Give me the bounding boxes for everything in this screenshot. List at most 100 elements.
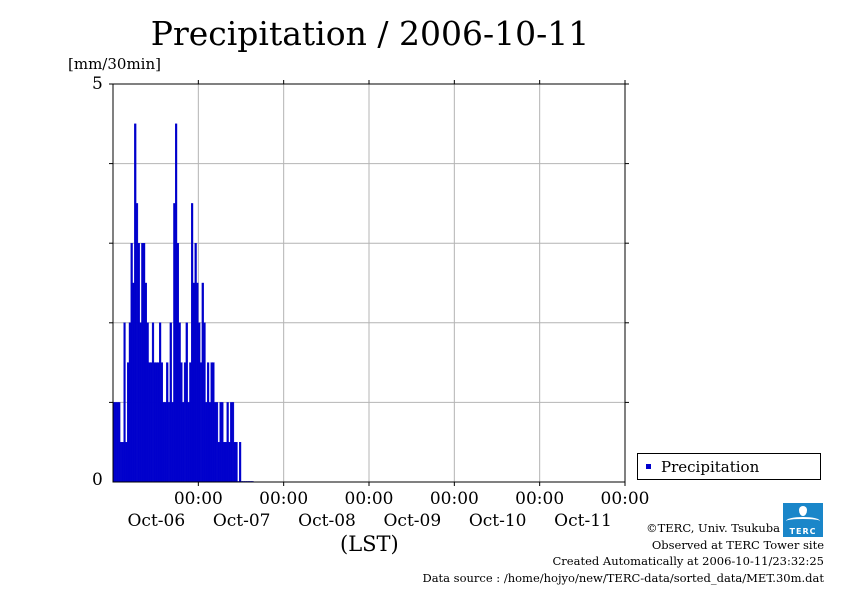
x-axis-title: (LST) <box>340 532 399 556</box>
precipitation-bar-64 <box>226 402 229 483</box>
precipitation-bar-10 <box>130 242 133 483</box>
precipitation-bar-21 <box>150 362 153 483</box>
x-tick-time-label-0: 00:00 <box>173 489 223 509</box>
precipitation-bars <box>112 123 254 483</box>
precipitation-bar-69 <box>235 442 238 483</box>
y-tick-zero: 0 <box>92 470 103 490</box>
x-tick-time-label-2: 00:00 <box>344 489 394 509</box>
x-tick-date-label-3: Oct-09 <box>383 511 442 531</box>
precipitation-bar-43 <box>189 362 192 483</box>
water-drop-icon <box>799 506 807 516</box>
precipitation-bar-41 <box>185 322 188 483</box>
precipitation-bar-23 <box>153 362 156 483</box>
credits-block: ©TERC, Univ. Tsukuba Observed at TERC To… <box>422 520 824 586</box>
precipitation-bar-8 <box>127 362 130 483</box>
precipitation-bar-53 <box>207 362 210 483</box>
created-text: Created Automatically at 2006-10-11/23:3… <box>552 554 825 568</box>
precipitation-bar-18 <box>144 282 147 483</box>
chart-legend: Precipitation <box>637 453 821 480</box>
precipitation-bar-55 <box>210 362 213 483</box>
precipitation-bar-38 <box>180 362 183 483</box>
precipitation-bar-66 <box>230 402 233 483</box>
x-tick-time-label-4: 00:00 <box>515 489 565 509</box>
logo-wordmark: TERC <box>789 527 817 536</box>
legend-marker-precipitation <box>646 464 651 469</box>
precipitation-bar-22 <box>151 322 155 483</box>
x-tick-time-label-1: 00:00 <box>259 489 309 509</box>
precipitation-bar-5 <box>121 442 124 483</box>
x-tick-time-label-5: 00:00 <box>600 489 650 509</box>
y-axis-unit-label: [mm/30min] <box>68 55 161 73</box>
precipitation-bar-2 <box>116 402 119 483</box>
terc-logo: TERC <box>783 503 823 537</box>
precipitation-bar-51 <box>203 322 206 483</box>
precipitation-bar-24 <box>155 362 158 483</box>
precipitation-bar-45 <box>192 282 195 483</box>
precipitation-bar-37 <box>178 322 181 483</box>
precipitation-bar-17 <box>143 242 146 483</box>
precipitation-bar-50 <box>201 282 204 483</box>
axis-ticks <box>109 80 629 486</box>
precipitation-bar-35 <box>175 123 178 483</box>
precipitation-bar-6 <box>123 322 126 483</box>
precipitation-bar-44 <box>191 203 194 483</box>
precipitation-bar-39 <box>182 402 185 483</box>
copyright-text: ©TERC, Univ. Tsukuba <box>646 521 780 535</box>
precipitation-bar-3 <box>118 402 121 483</box>
precipitation-bar-49 <box>199 362 203 483</box>
precipitation-bar-56 <box>212 362 215 483</box>
precipitation-bar-61 <box>221 402 224 483</box>
precipitation-bar-29 <box>164 402 167 483</box>
precipitation-bar-27 <box>160 362 163 483</box>
precipitation-bar-59 <box>217 442 220 483</box>
precipitation-bar-47 <box>196 282 199 483</box>
x-tick-date-label-5: Oct-11 <box>554 511 612 531</box>
precipitation-bar-13 <box>135 203 139 483</box>
chart-title: Precipitation / 2006-10-11 <box>150 14 590 53</box>
precipitation-bar-7 <box>125 442 128 483</box>
precipitation-bar-36 <box>176 242 179 483</box>
precipitation-bar-9 <box>128 322 131 483</box>
precipitation-bar-1 <box>114 402 117 483</box>
precipitation-bar-19 <box>146 322 149 483</box>
precipitation-bar-33 <box>171 402 174 483</box>
precipitation-bar-60 <box>219 402 222 483</box>
precipitation-bar-57 <box>214 402 217 483</box>
precipitation-bar-71 <box>239 442 242 483</box>
precipitation-bar-26 <box>159 322 162 483</box>
source-text: Data source : /home/hojyo/new/TERC-data/… <box>422 570 824 585</box>
wave-icon <box>786 517 820 525</box>
precipitation-bar-16 <box>141 242 144 483</box>
precipitation-bar-68 <box>233 442 236 483</box>
precipitation-bar-4 <box>119 442 123 483</box>
precipitation-bar-63 <box>224 442 227 483</box>
x-tick-date-label-2: Oct-08 <box>298 511 356 531</box>
precipitation-bar-58 <box>215 402 219 483</box>
y-tick-max: 5 <box>92 74 103 94</box>
precipitation-bar-65 <box>228 442 231 483</box>
precipitation-bar-67 <box>231 402 235 483</box>
precipitation-bar-48 <box>198 322 201 483</box>
precipitation-bar-40 <box>183 362 187 483</box>
precipitation-bar-14 <box>137 242 140 483</box>
x-tick-date-label-0: Oct-06 <box>127 511 186 531</box>
legend-label-precipitation: Precipitation <box>661 457 760 476</box>
precipitation-bar-42 <box>187 402 190 483</box>
precipitation-bar-11 <box>132 282 135 483</box>
precipitation-bar-25 <box>157 362 160 483</box>
precipitation-bar-30 <box>166 362 169 483</box>
precipitation-bar-31 <box>167 402 171 483</box>
precipitation-bar-28 <box>162 402 165 483</box>
precipitation-bar-20 <box>148 362 151 483</box>
precipitation-bar-15 <box>139 322 142 483</box>
x-tick-date-label-4: Oct-10 <box>468 511 527 531</box>
precipitation-bar-12 <box>134 123 137 483</box>
precipitation-bar-34 <box>173 203 176 483</box>
x-tick-date-label-1: Oct-07 <box>212 511 271 531</box>
precipitation-bar-62 <box>223 442 226 483</box>
precipitation-bar-46 <box>194 242 197 483</box>
observed-text: Observed at TERC Tower site <box>651 537 824 552</box>
precipitation-bar-52 <box>205 402 208 483</box>
precipitation-bar-32 <box>169 322 172 483</box>
